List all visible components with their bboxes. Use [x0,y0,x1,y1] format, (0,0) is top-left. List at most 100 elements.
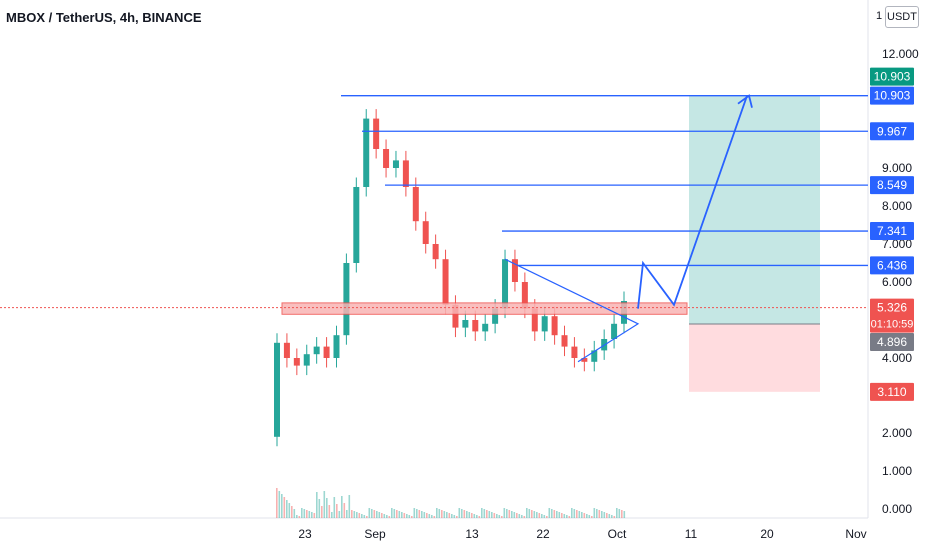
volume-bar [586,514,588,518]
volume-bar [351,510,353,518]
volume-bar [553,510,556,518]
price-label: 3.110 [877,385,906,399]
volume-bar [288,503,291,518]
volume-bar [396,510,398,518]
y-tick-label: 12.000 [882,47,919,61]
x-tick-label: 11 [685,527,698,541]
volume-bar [383,514,386,518]
volume-bar [508,510,511,518]
price-label-box [870,298,914,333]
volume-bar [406,514,408,518]
volume-bar [416,509,418,518]
volume-bar [336,504,338,518]
volume-bar [326,498,328,518]
volume-bar [451,514,453,518]
y-tick-label: 9.000 [882,161,912,175]
y-tick-label: 8.000 [882,199,912,213]
x-tick-label: Oct [608,527,627,541]
volume-bar [486,510,488,518]
volume-bar [471,513,473,518]
volume-bar [443,511,446,518]
price-label-box [870,122,914,141]
volume-bar [473,514,476,518]
candle-body [323,346,330,358]
volume-bar [433,516,436,518]
volume-bar [583,513,586,518]
candle-body [442,259,449,305]
volume-bar [338,511,341,518]
volume-bar [388,516,391,518]
volume-bar [503,508,506,518]
price-label-box [870,332,914,351]
price-label-box [870,222,914,241]
price-label-box [870,176,914,195]
volume-bar [423,512,426,518]
volume-bar [533,511,536,518]
candle-body [581,358,588,362]
candle-body [343,263,350,336]
projection-arrowhead [737,94,753,108]
volume-bar [488,511,491,518]
currency-prefix: 1 [876,10,883,22]
volume-bar [356,512,358,518]
volume-bar [498,515,501,518]
y-tick-label: 4.000 [882,351,912,365]
candle-body [313,346,320,355]
volume-bar [373,510,376,518]
volume-bar [401,512,403,518]
candle-body [561,335,568,347]
price-label: 5.326 [877,301,907,315]
volume-bar [348,495,351,518]
volume-bar [426,513,428,518]
volume-bar [621,510,623,518]
candle-body [293,358,300,366]
price-label-box [870,256,914,275]
volume-bar [323,491,326,518]
volume-bar [358,513,361,518]
volume-bar [613,516,616,518]
candle-body [531,308,538,332]
volume-bar [516,513,518,518]
target-zone [689,95,820,324]
price-label: 7.341 [877,224,907,238]
volume-bar [526,508,528,518]
price-label-box [870,67,914,86]
volume-bar [301,508,303,518]
volume-bar [551,509,553,518]
volume-bar [593,508,596,518]
volume-bar [476,515,478,518]
y-tick-label: 6.000 [882,275,912,289]
volume-bar [496,514,498,518]
candle-body [551,316,558,336]
volume-bar [303,509,306,518]
volume-bar [448,513,451,518]
price-label-box [870,86,914,105]
volume-bar [606,513,608,518]
volume-bar [571,508,573,518]
currency-button[interactable]: USDT [885,6,919,28]
triangle-pattern [504,258,640,363]
candle-body [511,259,518,282]
volume-bar [598,510,601,518]
volume-bar [283,497,286,518]
volume-bar [293,509,296,518]
volume-bar [436,508,438,518]
volume-bar [573,509,576,518]
x-tick-label: Nov [845,527,866,541]
volume-bar [478,516,481,518]
chart-title: MBOX / TetherUS, 4h, BINANCE [6,10,202,25]
volume-bar [286,500,288,518]
volume-bar [608,514,611,518]
volume-bar [548,508,551,518]
volume-bar [386,515,388,518]
volume-bar [318,499,321,518]
volume-bar [596,509,598,518]
volume-bar [343,503,346,518]
volume-bar [623,511,626,518]
x-tick-label: 22 [536,527,550,541]
volume-bar [308,511,311,518]
x-tick-label: 20 [760,527,774,541]
volume-bar [366,516,368,518]
